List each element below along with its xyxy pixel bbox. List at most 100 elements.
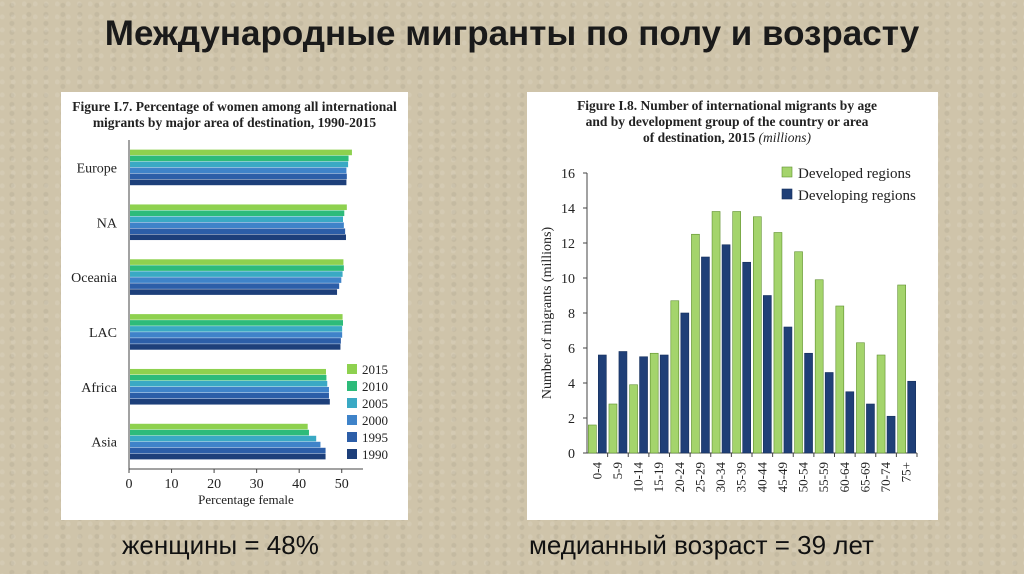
legend-swatch (347, 398, 357, 408)
bar (845, 391, 855, 454)
legend-swatch (781, 188, 793, 200)
bar (783, 326, 793, 454)
bar (588, 424, 597, 454)
x-tick-label: 70-74 (878, 462, 893, 493)
bar (130, 161, 349, 168)
bar (804, 352, 813, 454)
y-tick-label: 6 (568, 342, 575, 357)
y-tick-label: 0 (568, 447, 575, 462)
bar (856, 342, 865, 454)
legend-swatch (781, 166, 793, 178)
bar (130, 435, 317, 442)
legend-label: Developing regions (798, 188, 916, 204)
bar (659, 354, 669, 454)
y-tick-label: Asia (91, 436, 117, 451)
y-tick-label: 2 (568, 412, 575, 427)
bar (649, 352, 659, 454)
y-tick-label: NA (97, 216, 118, 231)
y-tick-label: LAC (89, 326, 117, 341)
x-tick-label: 25-29 (692, 462, 707, 492)
x-tick-label: 40-44 (754, 462, 769, 493)
figure-right-title: Figure I.8. Number of international migr… (527, 98, 927, 146)
figure-women-percentage: Figure I.7. Percentage of women among al… (61, 92, 408, 520)
bar (835, 305, 845, 454)
x-tick-label: 45-49 (775, 462, 790, 492)
legend-label: 1995 (362, 430, 388, 445)
bar (130, 179, 347, 186)
bar (130, 289, 338, 295)
bar (130, 447, 326, 454)
bar (130, 423, 308, 430)
bar (130, 326, 343, 332)
y-tick-label: Africa (81, 381, 118, 396)
y-tick-label: Oceania (71, 271, 118, 286)
x-tick-label: 20-24 (672, 462, 687, 493)
legend-label: 1990 (362, 447, 388, 462)
bar (130, 167, 347, 174)
bar (130, 173, 347, 180)
bar (721, 244, 731, 454)
horizontal-bar-chart: Europe NA Oceania LAC Africa Asia 0 10 20 30 40 50 P… (71, 140, 388, 507)
x-tick-label: 40 (292, 477, 306, 492)
figure-right-title-line3-text: of destination, 2015 (642, 130, 756, 145)
bar (794, 251, 803, 454)
bar (824, 372, 834, 454)
bar (618, 351, 628, 454)
bar (130, 155, 349, 162)
bar (773, 232, 783, 454)
figure-left-title-line2: migrants by major area of destination, 1… (92, 115, 377, 130)
legend-swatch (347, 381, 357, 391)
bar (130, 228, 346, 235)
x-tick-label: 0 (126, 477, 133, 492)
x-tick-label: 65-69 (857, 462, 872, 492)
bar (130, 283, 340, 289)
bar (907, 380, 916, 454)
bar (130, 392, 329, 399)
bar (130, 429, 309, 436)
bar (130, 386, 329, 393)
bar (130, 314, 343, 320)
legend-label: Developed regions (798, 166, 911, 182)
bar (130, 216, 344, 223)
y-tick-label: 4 (568, 377, 575, 392)
vertical-bar-chart: 0 2 4 6 8 10 12 14 16 Number of migrants (million… (540, 166, 918, 493)
bar (866, 403, 875, 454)
bar (763, 295, 772, 454)
x-tick-label: 5-9 (610, 462, 625, 479)
figure-migrants-by-age: Figure I.8. Number of international migr… (527, 92, 938, 520)
x-tick-label: 30 (250, 477, 264, 492)
x-tick-label: 35-39 (734, 462, 749, 492)
bar (629, 384, 638, 454)
legend-swatch (347, 449, 357, 459)
bar (130, 265, 344, 271)
y-tick-label: 8 (568, 307, 575, 322)
x-axis-label: Percentage female (198, 492, 294, 507)
bar (130, 320, 344, 326)
y-tick-label: 16 (561, 167, 575, 182)
x-tick-label: 50 (335, 477, 349, 492)
y-tick-label: 10 (561, 272, 575, 287)
bar (130, 210, 345, 217)
bar (130, 453, 326, 460)
figure-right-title-line2: and by development group of the country … (585, 114, 869, 129)
bar (130, 149, 352, 156)
bar (753, 216, 762, 454)
slide-title: Международные мигранты по полу и возраст… (104, 14, 920, 53)
bar (732, 211, 741, 454)
x-tick-label: 50-54 (796, 462, 811, 493)
x-tick-label: 55-59 (816, 462, 831, 492)
y-tick-label: Europe (77, 161, 117, 176)
legend-label: 2010 (362, 379, 388, 394)
bar (130, 222, 344, 229)
bar (814, 279, 824, 454)
bar (130, 332, 343, 338)
bar (711, 211, 721, 454)
x-tick-label: 10 (165, 477, 179, 492)
bar (130, 441, 321, 448)
bar (130, 271, 343, 277)
bar (639, 356, 648, 454)
bar (897, 284, 906, 454)
caption-women: женщины = 48% (122, 530, 319, 560)
x-tick-label: 15-19 (651, 462, 666, 492)
x-tick-label: 60-64 (837, 462, 852, 493)
